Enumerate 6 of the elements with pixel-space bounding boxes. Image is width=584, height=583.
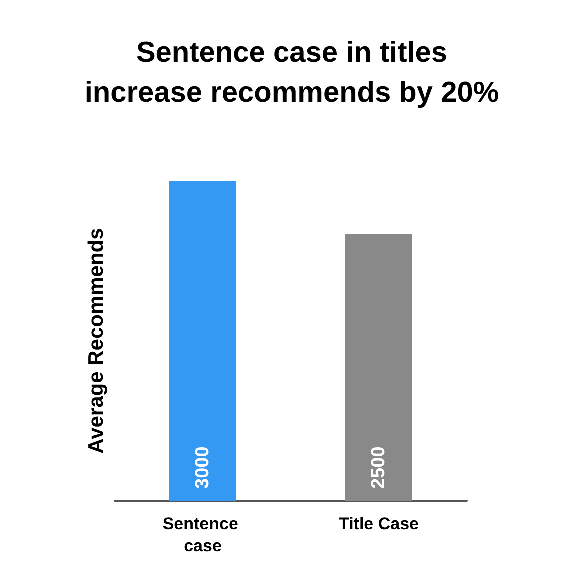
x-tick-label: Title Case (338, 514, 420, 534)
x-tick-label: Sentence case (162, 514, 244, 556)
chart-title: Sentence case in titles increase recommends by 20% (84, 37, 500, 109)
data-label: 2500 (368, 446, 390, 489)
y-axis-title: Average Recommends (85, 228, 108, 454)
data-label: 3000 (192, 446, 214, 489)
